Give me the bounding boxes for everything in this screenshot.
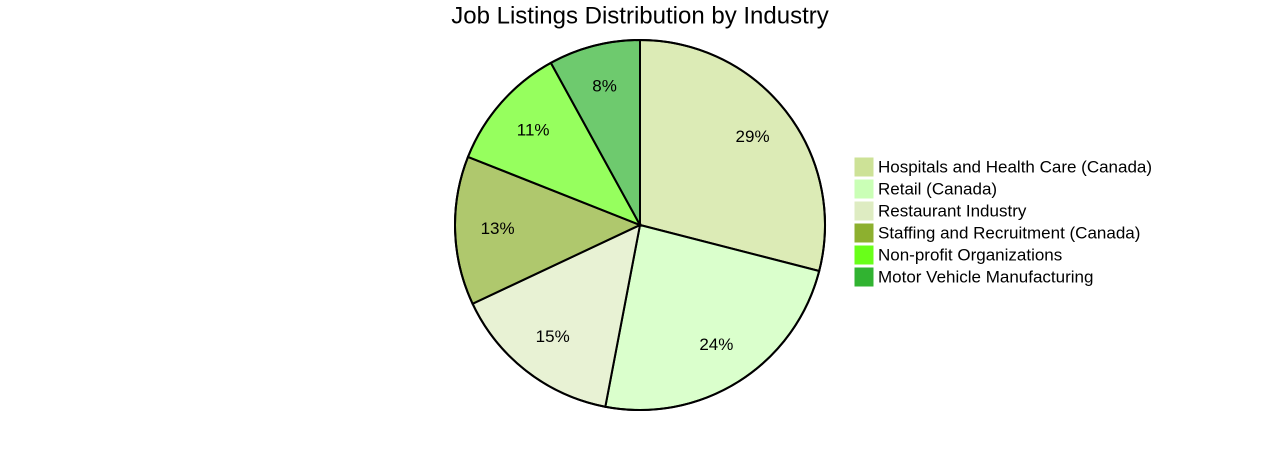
pie-outline xyxy=(454,39,826,411)
legend-label: Hospitals and Health Care (Canada) xyxy=(878,157,1152,176)
legend-label: Restaurant Industry xyxy=(878,201,1027,220)
legend-swatch xyxy=(854,201,874,221)
legend-label: Motor Vehicle Manufacturing xyxy=(878,267,1093,286)
legend-swatch xyxy=(854,179,874,199)
slice-label: 11% xyxy=(517,120,550,139)
legend-label: Retail (Canada) xyxy=(878,179,997,198)
slice-label: 24% xyxy=(699,335,733,354)
legend-swatch xyxy=(854,267,874,287)
legend-swatch xyxy=(854,157,874,177)
legend-swatch xyxy=(854,223,874,243)
slice-label: 15% xyxy=(536,327,570,346)
slice-label: 29% xyxy=(736,127,770,146)
legend-label: Non-profit Organizations xyxy=(878,245,1062,264)
legend-swatch xyxy=(854,245,874,265)
legend-label: Staffing and Recruitment (Canada) xyxy=(878,223,1140,242)
chart-title: Job Listings Distribution by Industry xyxy=(451,2,829,29)
slice-label: 13% xyxy=(481,219,515,238)
slice-label: 8% xyxy=(592,77,617,96)
